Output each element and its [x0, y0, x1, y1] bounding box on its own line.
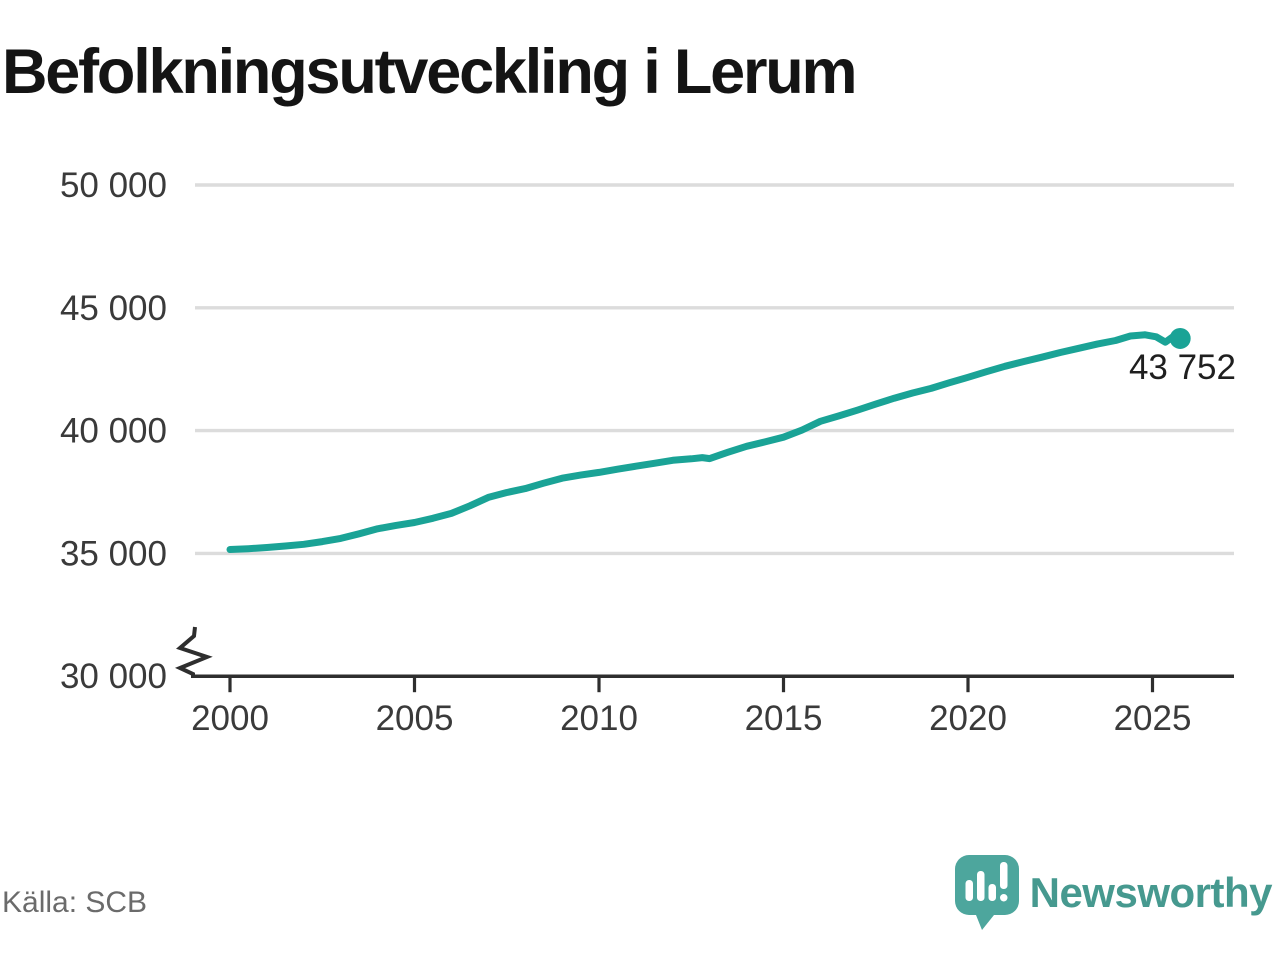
newsworthy-logo-icon [954, 855, 1019, 930]
logo-exclamation-dot [999, 894, 1008, 902]
logo-bar-3 [988, 884, 996, 901]
axis-break-icon [174, 626, 213, 678]
endpoint-value-label: 43 752 [1129, 348, 1236, 387]
logo-bubble-tail [973, 910, 998, 930]
branding-wordmark: Newsworthy [1029, 869, 1273, 916]
logo-bar-1 [965, 880, 973, 901]
logo-bubble [954, 855, 1019, 915]
y-tick-label: 45 000 [60, 289, 167, 328]
page-title: Befolkningsutveckling i Lerum [2, 37, 858, 107]
x-tick-label: 2015 [745, 699, 823, 738]
y-tick-label: 35 000 [60, 534, 167, 573]
y-tick-label: 30 000 [60, 657, 167, 696]
y-tick-label: 50 000 [60, 166, 167, 205]
x-tick-label: 2025 [1114, 699, 1192, 738]
logo-bar-2 [976, 871, 985, 901]
x-tick-label: 2010 [560, 699, 638, 738]
x-tick-label: 2000 [191, 699, 269, 738]
source-label: Källa: SCB [2, 886, 148, 919]
x-tick-label: 2020 [929, 699, 1007, 738]
endpoint-marker [1169, 327, 1191, 349]
newsworthy-branding: Newsworthy [954, 854, 1273, 932]
population-line [226, 331, 1184, 553]
y-tick-label: 40 000 [60, 412, 167, 451]
logo-exclamation-bar [999, 862, 1008, 889]
x-tick-label: 2005 [376, 699, 454, 738]
